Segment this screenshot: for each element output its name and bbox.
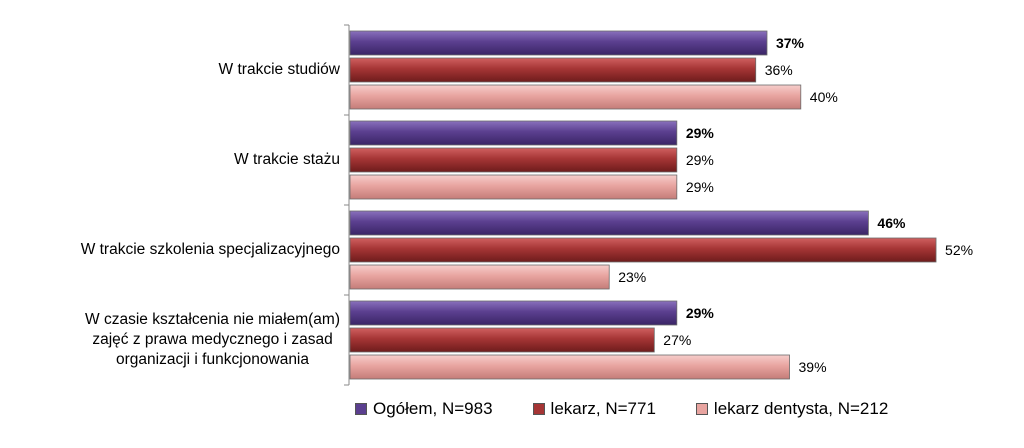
bar	[349, 354, 790, 380]
bar	[349, 57, 757, 83]
legend-item: lekarz dentysta, N=212	[695, 399, 889, 419]
legend-label: lekarz, N=771	[550, 399, 656, 418]
category-label: W trakcie studiów	[218, 61, 340, 78]
legend-label: Ogółem, N=983	[373, 399, 493, 418]
legend: Ogółem, N=983 lekarz, N=771 lekarz dentyst…	[355, 399, 928, 419]
legend-swatch	[532, 403, 545, 415]
bar	[349, 237, 937, 263]
legend-swatch	[355, 403, 367, 415]
data-label: 23%	[618, 269, 646, 285]
data-label: 29%	[686, 179, 714, 195]
legend-item: lekarz, N=771	[532, 399, 656, 419]
bar	[349, 147, 678, 173]
bar	[349, 264, 610, 290]
data-label: 40%	[810, 89, 838, 105]
legend-swatch	[695, 403, 708, 415]
bar	[349, 84, 802, 110]
category-label: W trakcie stażu	[234, 151, 340, 168]
bar	[349, 210, 869, 236]
data-label: 36%	[765, 62, 793, 78]
legend-item: Ogółem, N=983	[355, 399, 493, 419]
category-label: W trakcie szkolenia specjalizacyjnego	[80, 241, 340, 258]
legend-label: lekarz dentysta, N=212	[713, 399, 889, 418]
data-label: 27%	[663, 332, 691, 348]
data-label: 29%	[686, 305, 715, 321]
data-label: 46%	[877, 215, 906, 231]
bar	[349, 30, 768, 56]
category-label: W czasie kształcenia nie miałem(am) zaję…	[85, 311, 340, 368]
data-label: 29%	[686, 125, 715, 141]
bar	[349, 174, 678, 200]
data-label: 37%	[776, 35, 805, 51]
bar	[349, 300, 678, 326]
data-label: 52%	[945, 242, 973, 258]
bar	[349, 327, 655, 353]
data-label: 39%	[799, 359, 827, 375]
data-label: 29%	[686, 152, 714, 168]
bar	[349, 120, 678, 146]
